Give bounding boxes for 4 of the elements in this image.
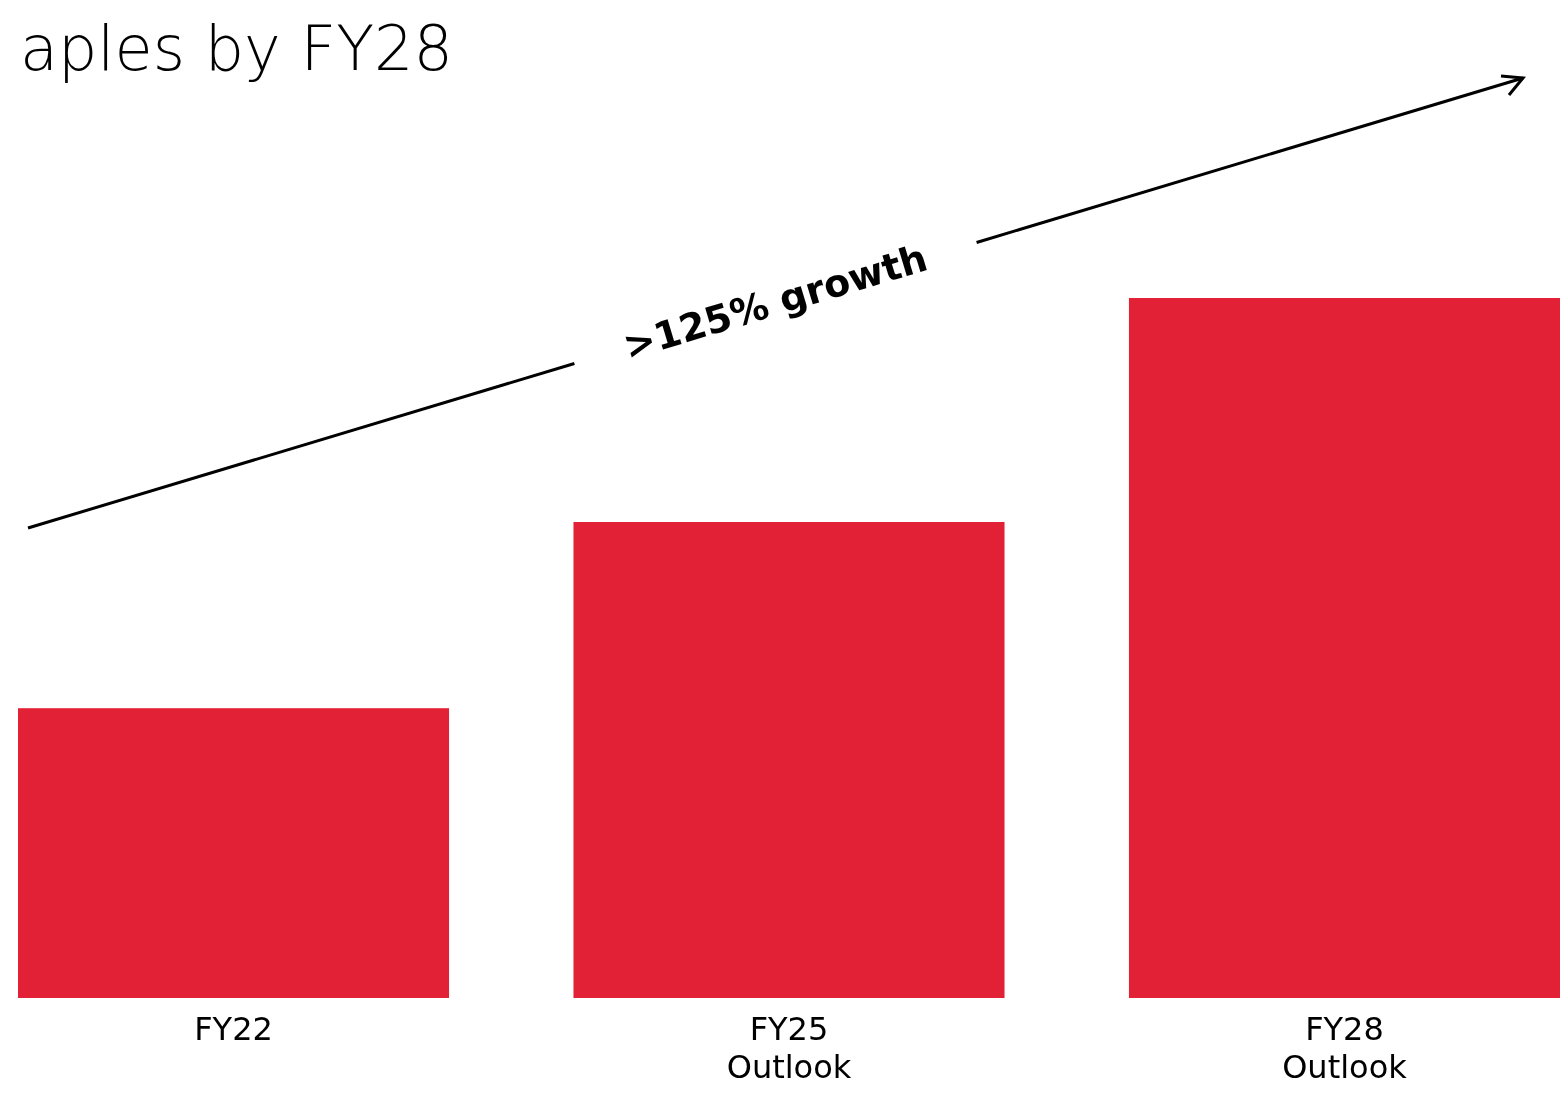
x-tick-label: FY22	[194, 1010, 273, 1048]
x-tick-label: FY25 Outlook	[726, 1010, 852, 1086]
x-tick-label: FY28 Outlook	[1282, 1010, 1408, 1086]
chart-title: aples by FY28	[20, 12, 453, 85]
